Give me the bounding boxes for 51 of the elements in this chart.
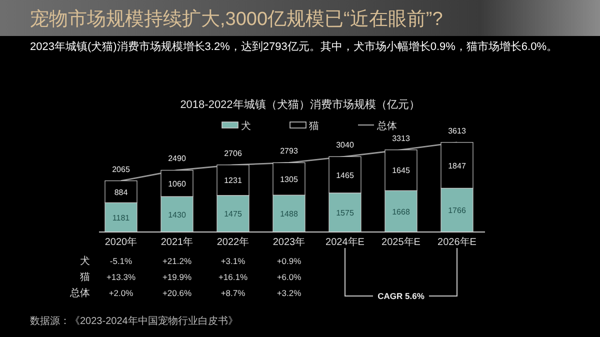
legend-label: 总体 xyxy=(376,120,397,132)
data-label: 3613 xyxy=(448,126,466,136)
x-tick-label: 2021年 xyxy=(160,236,194,248)
legend-label: 犬 xyxy=(241,120,251,132)
text: 猫 xyxy=(80,272,90,283)
text: 总体 xyxy=(69,287,90,299)
text: -5.1% xyxy=(110,256,133,266)
chart-title: 2018-2022年城镇（犬猫）消费市场规模（亿元） xyxy=(180,99,420,111)
legend-label: 猫 xyxy=(309,121,319,132)
text: +21.2% xyxy=(162,256,192,266)
data-label: 1668 xyxy=(392,207,410,216)
data-label: 1475 xyxy=(224,210,242,219)
text: +0.9% xyxy=(276,256,302,266)
data-label: 2793 xyxy=(280,146,298,156)
data-label: 1465 xyxy=(336,170,354,180)
x-tick-label: 2025年E xyxy=(382,236,421,248)
data-label: 2490 xyxy=(168,154,186,164)
text: 数据源：《2023-2024年中国宠物行业白皮书》 xyxy=(30,315,238,327)
x-tick-label: 2022年 xyxy=(216,236,250,248)
data-label: 3040 xyxy=(336,140,354,150)
text: +8.7% xyxy=(220,288,246,298)
data-label: 1430 xyxy=(168,210,186,220)
x-tick-label: 2026年E xyxy=(438,236,477,248)
text: +3.1% xyxy=(220,256,246,266)
x-tick-label: 2020年 xyxy=(104,236,138,248)
x-tick-label: 2023年 xyxy=(272,236,306,248)
text: +6.0% xyxy=(276,272,302,282)
text: +20.6% xyxy=(162,288,192,298)
data-label: 1060 xyxy=(168,179,186,188)
data-label: 884 xyxy=(114,188,128,197)
text: +19.9% xyxy=(162,272,192,282)
data-label: 3313 xyxy=(392,134,410,143)
subtitle: 2023年城镇(犬猫)消费市场规模增长3.2%，达到2793亿元。其中，犬市场小幅增长0.9%，猫市场增长6.0%。 xyxy=(30,41,558,53)
text: 犬 xyxy=(80,255,90,267)
data-label: 1645 xyxy=(392,166,410,176)
data-label: 2706 xyxy=(224,148,242,158)
title: 宠物市场规模持续扩大,3000亿规模已“近在眼前”? xyxy=(30,9,443,30)
data-label: 1488 xyxy=(280,210,298,219)
data-label: 1181 xyxy=(112,213,130,222)
text: +2.0% xyxy=(108,288,134,298)
text: +3.2% xyxy=(276,288,302,298)
data-label: 1766 xyxy=(448,206,466,216)
data-label: 1575 xyxy=(336,208,354,218)
data-label: 1847 xyxy=(448,161,466,170)
data-label: 1231 xyxy=(224,176,242,186)
text: CAGR 5.6% xyxy=(378,291,425,301)
x-tick-label: 2024年E xyxy=(326,236,365,248)
text: +16.1% xyxy=(218,272,248,282)
data-label: 2065 xyxy=(112,164,130,174)
data-label: 1305 xyxy=(280,174,298,184)
text: +13.3% xyxy=(106,272,136,282)
